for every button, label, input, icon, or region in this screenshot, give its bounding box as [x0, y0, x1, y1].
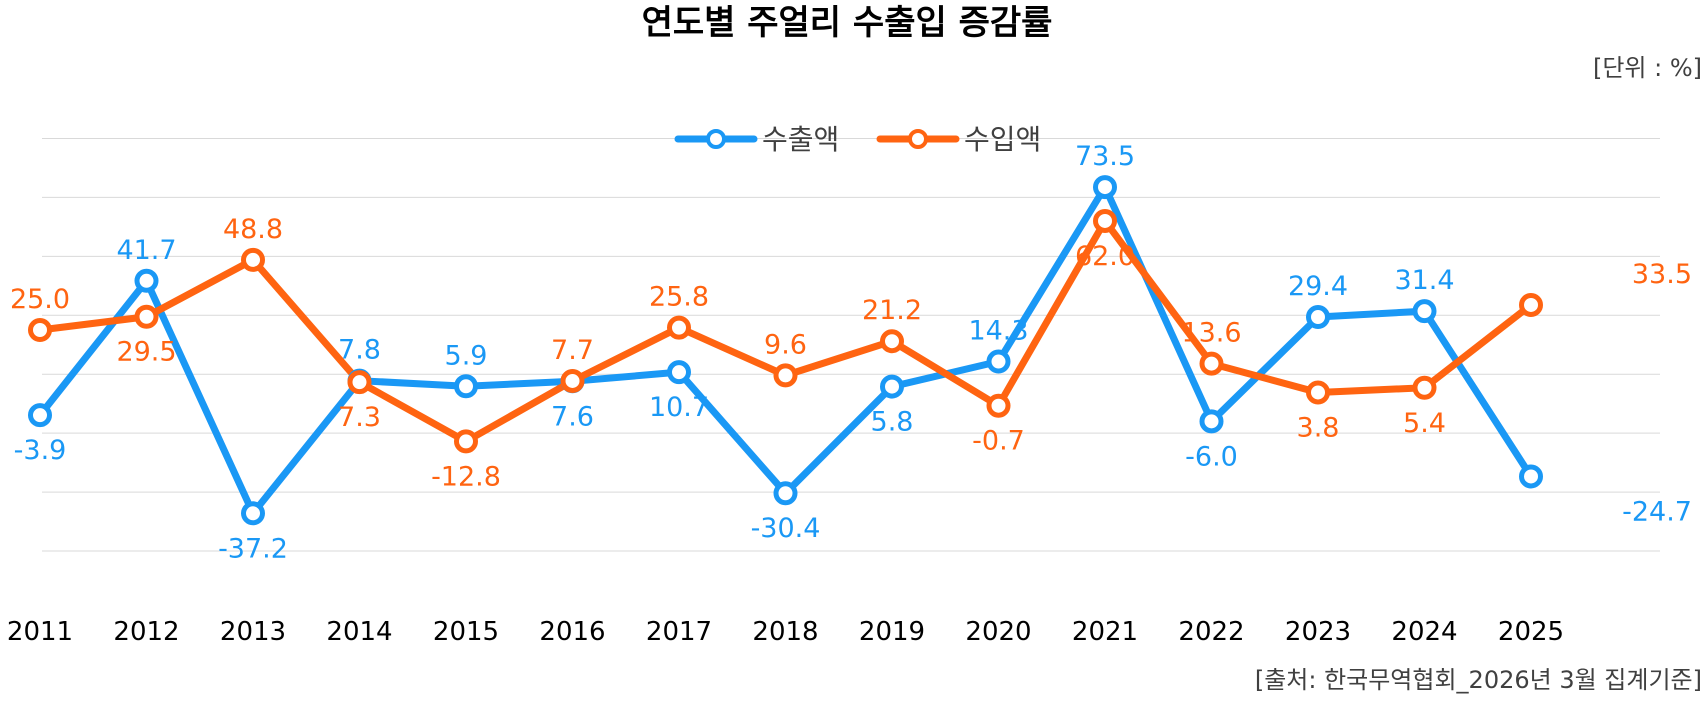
- data-point: [1306, 305, 1330, 330]
- data-point: [134, 304, 159, 329]
- x-tick-label: 2019: [859, 617, 925, 647]
- data-point: [773, 481, 798, 506]
- data-point: [667, 360, 691, 385]
- data-label: 7.8: [338, 335, 381, 366]
- legend-label: 수입액: [964, 123, 1041, 156]
- legend: 수출액 수입액: [674, 123, 1041, 156]
- x-tick-label: 2017: [646, 617, 712, 647]
- x-axis-ticks: 2011 2012 2013 2014 2015 2016 2017 2018 2019 2020…: [7, 617, 1564, 647]
- x-tick-label: 2023: [1285, 617, 1351, 647]
- data-label: 25.0: [10, 284, 70, 315]
- data-point: [1093, 175, 1117, 200]
- data-point: [28, 403, 52, 428]
- data-point: [347, 370, 372, 395]
- data-label: 48.8: [223, 214, 283, 245]
- data-label: 7.3: [338, 402, 381, 433]
- data-point: [454, 374, 478, 399]
- data-point: [241, 501, 265, 526]
- legend-label: 수출액: [762, 123, 839, 156]
- data-label: 10.7: [649, 392, 709, 423]
- x-tick-label: 2011: [7, 617, 73, 647]
- x-tick-label: 2022: [1178, 617, 1244, 647]
- data-point: [1306, 380, 1330, 405]
- x-tick-label: 2014: [326, 617, 392, 647]
- data-label: -30.4: [751, 513, 821, 544]
- data-label: 9.6: [764, 329, 807, 360]
- data-point: [986, 349, 1011, 374]
- x-tick-label: 2020: [965, 617, 1031, 647]
- data-label: 41.7: [116, 235, 176, 266]
- data-point: [1519, 292, 1543, 317]
- x-tick-label: 2025: [1498, 617, 1564, 647]
- legend-marker: [706, 129, 726, 149]
- x-tick-label: 2018: [752, 617, 818, 647]
- data-label: -12.8: [431, 461, 501, 492]
- x-tick-label: 2012: [113, 617, 179, 647]
- x-tick-label: 2015: [433, 617, 499, 647]
- unit-label: [단위 : %]: [1593, 54, 1702, 82]
- data-label: -37.2: [218, 533, 288, 564]
- chart-title: 연도별 주얼리 수출입 증감률: [642, 3, 1053, 43]
- data-label: -24.7: [1622, 496, 1692, 527]
- x-tick-label: 2021: [1072, 617, 1138, 647]
- data-point: [880, 329, 904, 354]
- data-label: 31.4: [1394, 265, 1454, 296]
- data-point: [1412, 375, 1437, 400]
- x-tick-label: 2024: [1391, 617, 1457, 647]
- data-point: [1519, 464, 1543, 489]
- data-label: 29.5: [116, 337, 176, 368]
- data-point: [454, 429, 478, 454]
- data-point: [880, 374, 904, 399]
- data-label: 5.4: [1403, 408, 1446, 439]
- data-labels: -3.9 41.7 -37.2 7.8 5.9 7.6 10.7 -30.4 5.8 14.3 73…: [10, 141, 1692, 564]
- data-label: 73.5: [1075, 141, 1135, 172]
- source-note: [출처: 한국무역협회_2026년 3월 집계기준]: [1255, 666, 1702, 694]
- data-label: 7.6: [551, 401, 594, 432]
- series-group: [28, 175, 1543, 526]
- data-label: 33.5: [1632, 259, 1692, 290]
- data-label: 21.2: [862, 295, 922, 326]
- data-label: 3.8: [1297, 412, 1340, 443]
- data-label: 7.7: [551, 335, 594, 366]
- data-point: [1199, 351, 1224, 376]
- data-label: 5.8: [871, 407, 914, 438]
- data-point: [134, 268, 159, 293]
- data-point: [241, 247, 265, 272]
- data-label: 13.6: [1181, 318, 1241, 349]
- data-label: 14.3: [968, 316, 1028, 347]
- data-label: -6.0: [1185, 441, 1238, 472]
- legend-marker: [908, 129, 928, 149]
- data-point: [1199, 409, 1224, 434]
- data-label: 62.0: [1075, 241, 1135, 272]
- x-tick-label: 2013: [220, 617, 286, 647]
- data-label: 29.4: [1288, 271, 1348, 302]
- data-point: [667, 315, 691, 340]
- data-point: [773, 363, 798, 388]
- data-point: [986, 393, 1011, 418]
- data-point: [1412, 299, 1437, 324]
- data-point: [1093, 208, 1117, 233]
- data-label: 5.9: [445, 340, 488, 371]
- gridlines: [42, 137, 1660, 552]
- data-point: [560, 368, 585, 393]
- data-label: -0.7: [972, 426, 1025, 457]
- data-label: 25.8: [649, 282, 709, 313]
- data-label: -3.9: [14, 435, 67, 466]
- x-tick-label: 2016: [539, 617, 605, 647]
- data-point: [28, 318, 52, 342]
